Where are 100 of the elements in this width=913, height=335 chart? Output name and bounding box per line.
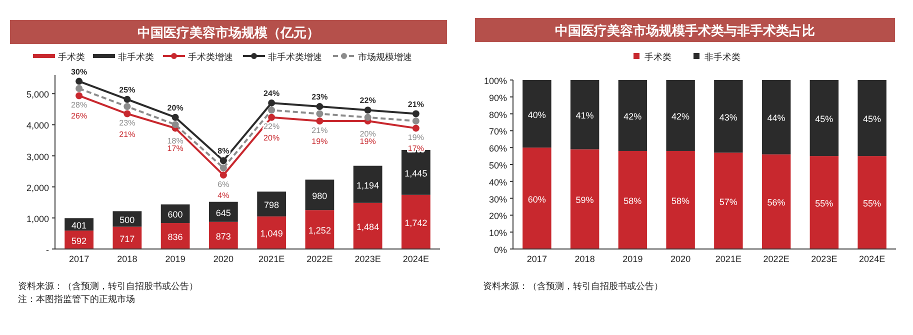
x-tick-label: 2019: [165, 254, 186, 264]
bar: [618, 80, 648, 151]
data-label: 25%: [119, 85, 136, 94]
data-label: 645: [216, 208, 231, 218]
x-tick-label: 2022E: [763, 254, 790, 264]
data-label: 18%: [167, 136, 184, 146]
data-label: 1,742: [404, 218, 428, 228]
y-tick-label: 90%: [488, 92, 507, 103]
legend-label: 手术类: [644, 52, 672, 62]
data-label: 1,445: [404, 168, 428, 178]
y-tick-label: 30%: [488, 194, 507, 204]
y-tick-label: 5,000: [26, 90, 49, 100]
bar: [858, 156, 886, 249]
data-label: 44%: [767, 113, 786, 124]
legend-label: 手术类增速: [188, 52, 233, 62]
bar: [714, 152, 743, 249]
data-label: 41%: [576, 110, 594, 121]
point: [124, 110, 131, 118]
point: [364, 114, 372, 121]
bar: [762, 154, 791, 249]
data-label: 42%: [624, 111, 642, 122]
point: [412, 124, 420, 132]
bar: [209, 222, 238, 249]
x-tick-label: 2023E: [811, 254, 838, 264]
data-label: 56%: [767, 198, 786, 208]
data-label: 20%: [167, 103, 184, 112]
data-label: 40%: [528, 110, 546, 120]
point: [364, 106, 372, 114]
text: 资料来源：（含预测，转引自招股书或公告）: [483, 281, 663, 291]
data-label: 19%: [408, 132, 424, 142]
y-tick-label: 70%: [488, 126, 507, 137]
data-label: 980: [312, 190, 328, 201]
y-tick-label: -: [46, 245, 49, 255]
x-tick-label: 2021E: [715, 254, 742, 264]
text: 注：本图指监管下的正规市场: [18, 294, 135, 304]
data-label: 592: [72, 236, 87, 246]
legend-label: 非手术类增速: [268, 52, 322, 62]
point: [76, 78, 83, 85]
y-tick-label: 60%: [488, 144, 507, 154]
data-label: 500: [120, 214, 135, 225]
data-label: 22%: [264, 122, 280, 132]
data-label: 873: [216, 231, 231, 242]
x-tick-label: 2023E: [354, 254, 381, 264]
data-label: 21%: [408, 100, 424, 109]
bar: [714, 80, 743, 153]
legend-label: 非手术类: [704, 52, 740, 62]
data-label: 58%: [672, 196, 690, 206]
y-tick-label: 20%: [488, 211, 507, 222]
data-label: 20%: [360, 129, 376, 138]
point: [220, 157, 227, 164]
point: [412, 117, 420, 124]
x-tick-label: 2018: [574, 254, 595, 264]
data-label: 21%: [312, 126, 328, 135]
x-tick-label: 2024E: [402, 254, 429, 264]
x-tick-label: 2017: [69, 254, 90, 264]
bar: [618, 150, 648, 249]
x-tick-label: 2020: [670, 254, 691, 264]
data-label: 8%: [218, 146, 230, 156]
data-label: 42%: [672, 111, 690, 122]
legend-label: 市场规模增速: [358, 52, 412, 62]
bar: [160, 223, 190, 249]
bar: [666, 150, 695, 249]
data-label: 17%: [167, 144, 184, 154]
data-label: 836: [168, 232, 183, 242]
legend-label: 手术类: [58, 52, 85, 62]
data-label: 26%: [71, 112, 88, 121]
data-label: 717: [120, 234, 135, 244]
text: 资料来源：（含预测，转引自招股书或公告）: [18, 281, 198, 291]
data-label: 1,049: [260, 228, 283, 239]
bar: [353, 166, 382, 203]
y-tick-label: 50%: [488, 160, 507, 170]
data-label: 4%: [218, 191, 230, 200]
x-tick-label: 2024E: [859, 254, 886, 264]
data-label: 401: [72, 220, 87, 230]
data-label: 30%: [71, 67, 88, 76]
data-label: 45%: [815, 114, 834, 124]
x-tick-label: 2020: [213, 254, 234, 264]
data-label: 1,484: [356, 222, 380, 232]
y-tick-label: 100%: [484, 76, 507, 86]
data-label: 24%: [264, 88, 280, 98]
bar: [305, 210, 334, 249]
x-tick-label: 2021E: [258, 254, 285, 264]
y-tick-label: 40%: [488, 177, 507, 188]
data-label: 19%: [360, 136, 376, 146]
y-tick-label: 1,000: [26, 214, 49, 224]
data-label: 6%: [218, 180, 230, 189]
data-label: 43%: [719, 112, 738, 122]
bar: [257, 216, 286, 249]
data-label: 55%: [863, 198, 882, 209]
y-tick-label: 4,000: [26, 120, 49, 131]
data-label: 20%: [264, 133, 280, 142]
bar: [570, 149, 600, 249]
legend-label: 非手术类: [118, 52, 154, 62]
bar: [209, 202, 238, 222]
data-label: 57%: [719, 196, 738, 207]
point: [76, 85, 83, 92]
y-tick-label: 0%: [494, 245, 507, 255]
data-label: 23%: [119, 118, 136, 128]
bar: [257, 192, 286, 216]
data-label: 21%: [119, 130, 136, 139]
